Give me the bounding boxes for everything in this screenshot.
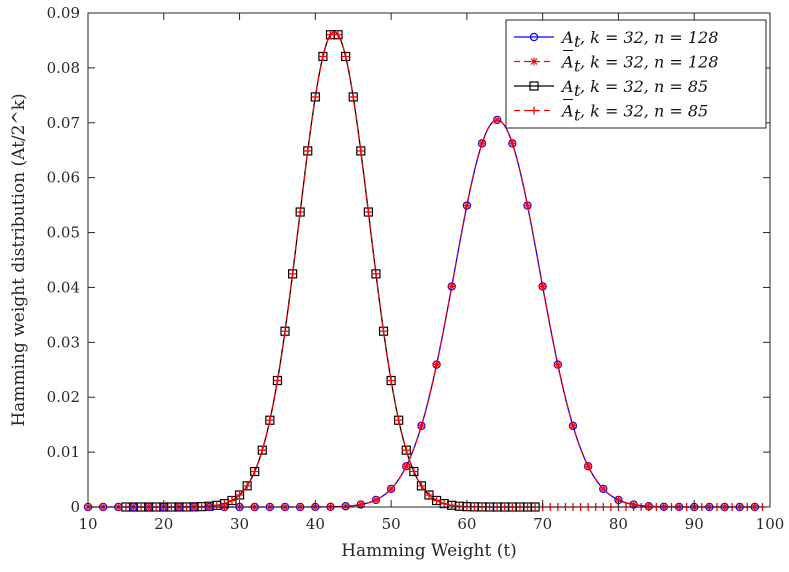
legend-symbol: A bbox=[560, 53, 574, 72]
data-point bbox=[629, 500, 638, 509]
data-point bbox=[281, 327, 290, 336]
data-point bbox=[356, 500, 365, 509]
y-tick-label: 0.07 bbox=[47, 114, 80, 132]
y-tick-label: 0.06 bbox=[47, 169, 80, 187]
data-point bbox=[614, 495, 623, 504]
data-point bbox=[568, 421, 577, 430]
legend-label: , k = 32, n = 85 bbox=[580, 102, 708, 121]
data-point bbox=[644, 502, 653, 511]
data-point bbox=[538, 282, 547, 291]
x-tick-label: 40 bbox=[306, 515, 325, 533]
data-point bbox=[250, 467, 259, 476]
data-point bbox=[212, 501, 221, 510]
y-tick-label: 0.01 bbox=[47, 443, 80, 461]
data-point bbox=[529, 81, 539, 91]
axes-box bbox=[87, 12, 771, 508]
x-tick-label: 100 bbox=[756, 515, 785, 533]
legend-subscript: t bbox=[574, 106, 581, 125]
data-point bbox=[356, 146, 365, 155]
y-axis-title: Hamming weight distribution (At/2^k) bbox=[9, 93, 29, 426]
data-point bbox=[402, 446, 411, 455]
data-point bbox=[402, 462, 411, 471]
x-tick-label: 50 bbox=[382, 515, 401, 533]
data-point bbox=[530, 57, 538, 66]
data-point bbox=[387, 484, 396, 493]
data-point bbox=[288, 269, 297, 278]
x-tick-label: 20 bbox=[154, 515, 173, 533]
data-point bbox=[447, 282, 456, 291]
data-point bbox=[334, 30, 343, 39]
data-point bbox=[235, 490, 244, 499]
x-tick-label: 70 bbox=[533, 515, 552, 533]
legend-label: , k = 32, n = 128 bbox=[580, 53, 718, 72]
data-point bbox=[523, 201, 532, 210]
legend-label: , k = 32, n = 85 bbox=[580, 77, 708, 96]
data-point bbox=[273, 376, 282, 385]
data-point bbox=[553, 360, 562, 369]
data-point bbox=[364, 208, 373, 217]
legend-subscript: t bbox=[574, 81, 581, 100]
data-point bbox=[530, 106, 538, 115]
data-point bbox=[584, 462, 593, 471]
data-point bbox=[508, 139, 517, 148]
data-point bbox=[417, 481, 426, 490]
data-point bbox=[311, 92, 320, 101]
data-point bbox=[599, 484, 608, 493]
x-tick-label: 60 bbox=[457, 515, 476, 533]
data-point bbox=[341, 502, 350, 511]
data-point bbox=[243, 481, 252, 490]
tick-layer: 10 20 30 40 50 60 70 80 90 100 0 0.01 0.02 0.03 0.04 0.… bbox=[47, 4, 785, 533]
data-point bbox=[447, 501, 456, 510]
x-axis-title: Hamming Weight (t) bbox=[341, 541, 517, 561]
data-point bbox=[379, 327, 388, 336]
legend-subscript: t bbox=[574, 57, 581, 76]
x-tick-label: 10 bbox=[78, 515, 97, 533]
legend-subscript: t bbox=[574, 32, 581, 51]
data-point bbox=[341, 52, 350, 61]
y-tick-label: 0 bbox=[70, 498, 80, 516]
legend-symbol: A bbox=[560, 28, 574, 47]
data-point bbox=[326, 30, 335, 39]
data-point bbox=[318, 52, 327, 61]
legend-symbol: A bbox=[560, 77, 574, 96]
data-point bbox=[394, 416, 403, 425]
data-point bbox=[529, 32, 539, 42]
legend-label: , k = 32, n = 128 bbox=[580, 28, 718, 47]
data-point bbox=[417, 421, 426, 430]
data-point bbox=[371, 269, 380, 278]
x-tick-label: 80 bbox=[609, 515, 628, 533]
data-point bbox=[440, 499, 449, 508]
x-tick-label: 30 bbox=[230, 515, 249, 533]
data-point bbox=[409, 467, 418, 476]
data-point bbox=[296, 208, 305, 217]
data-point bbox=[432, 496, 441, 505]
y-tick-label: 0.04 bbox=[47, 278, 80, 296]
data-point bbox=[425, 490, 433, 499]
data-point bbox=[227, 496, 236, 505]
y-tick-label: 0.02 bbox=[47, 388, 80, 406]
y-tick-label: 0.08 bbox=[47, 59, 80, 77]
legend-symbol: A bbox=[560, 102, 574, 121]
data-point bbox=[371, 495, 380, 504]
data-point bbox=[265, 416, 274, 425]
data-point bbox=[493, 115, 502, 124]
x-tick-label: 90 bbox=[685, 515, 704, 533]
data-point bbox=[349, 92, 358, 101]
data-point bbox=[258, 446, 267, 455]
data-point bbox=[455, 502, 464, 511]
y-tick-label: 0.03 bbox=[47, 333, 80, 351]
y-tick-label: 0.05 bbox=[47, 224, 80, 242]
data-point bbox=[478, 139, 487, 148]
data-point bbox=[387, 376, 396, 385]
y-tick-label: 0.09 bbox=[47, 4, 80, 22]
data-point bbox=[303, 146, 312, 155]
data-point bbox=[432, 360, 441, 369]
data-point bbox=[462, 201, 471, 210]
